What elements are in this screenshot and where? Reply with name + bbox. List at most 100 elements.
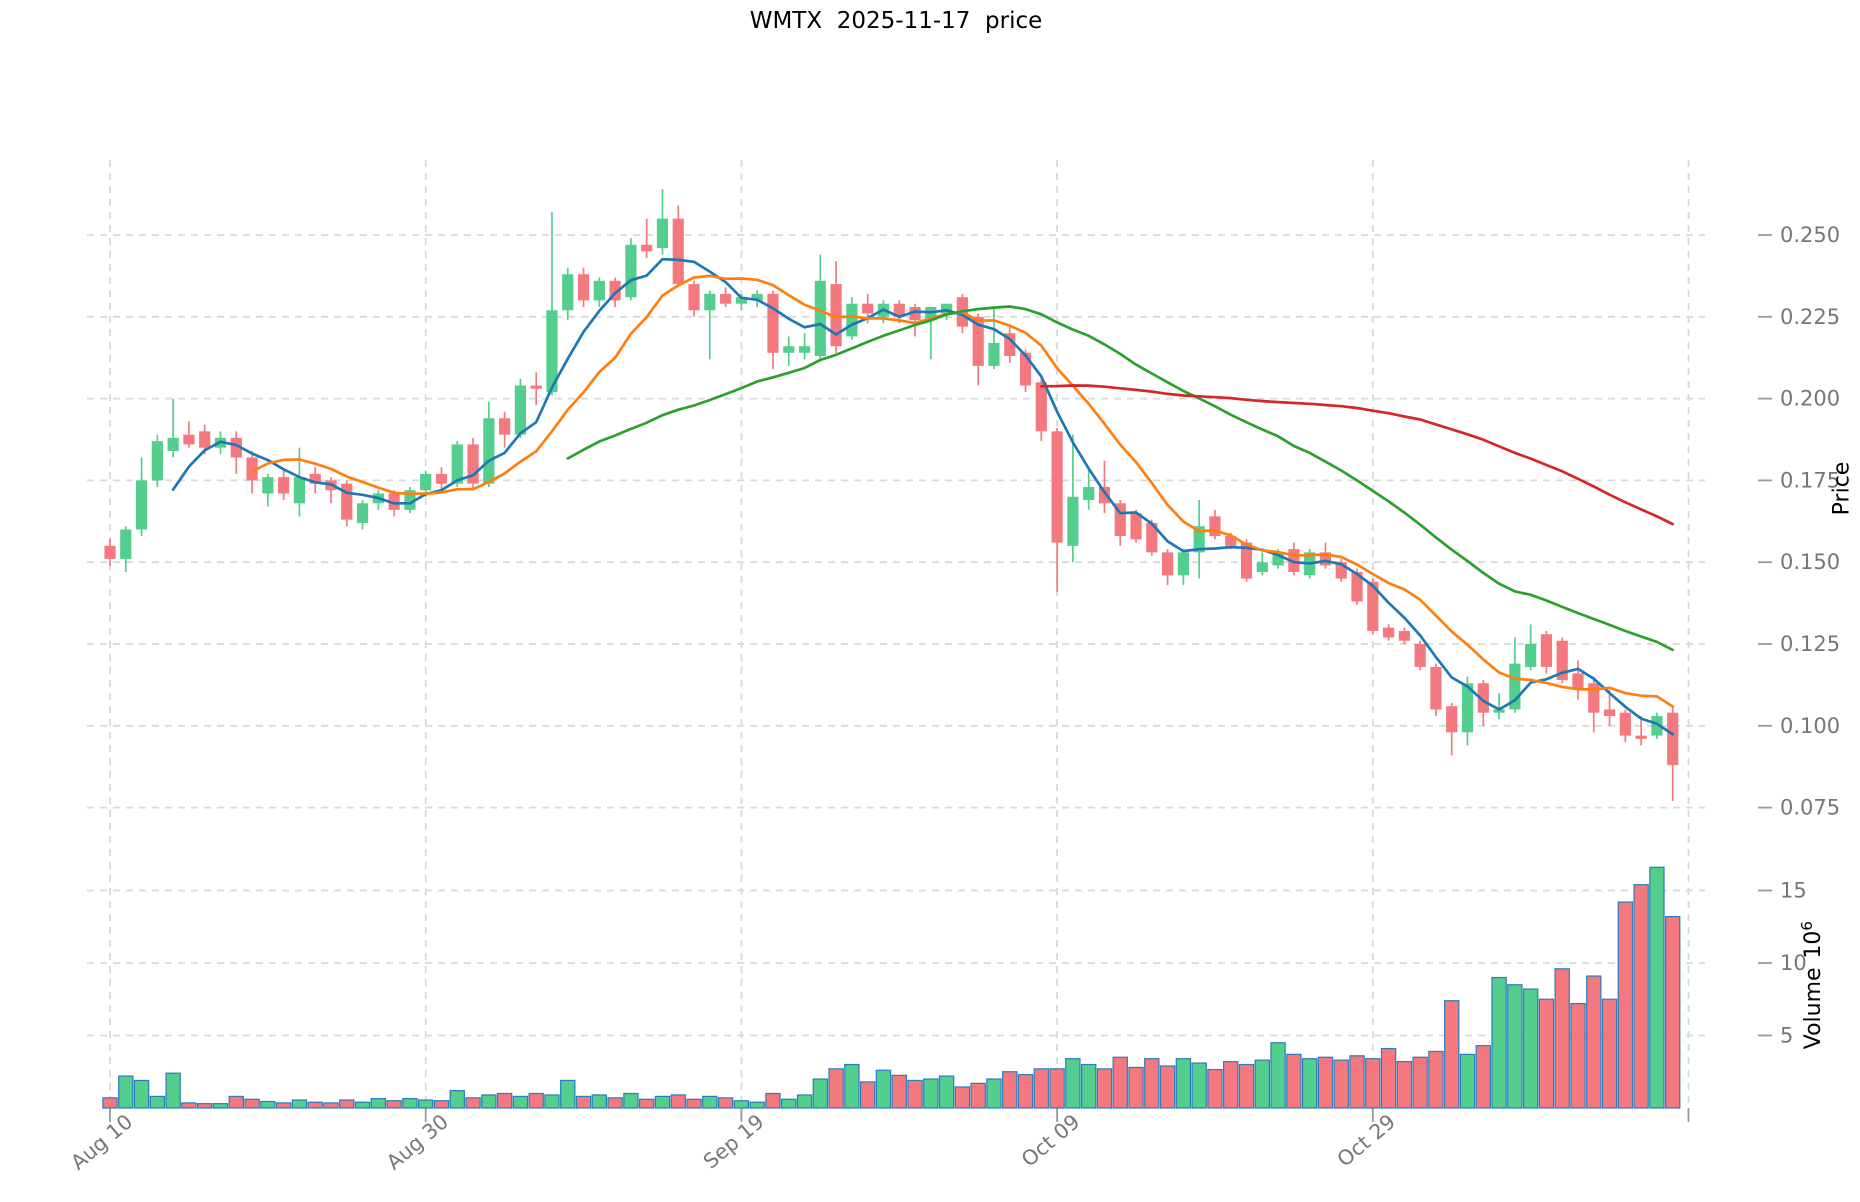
volume-bar: [449, 1089, 465, 1109]
candle-body-down: [1477, 683, 1489, 713]
volume-bar: [1033, 1068, 1050, 1109]
candle-body-down: [641, 244, 653, 252]
candle-body-up: [1193, 526, 1205, 553]
volume-tick-label: 5: [1780, 1024, 1793, 1048]
candle-body-down: [909, 306, 921, 321]
volume-bar: [1207, 1068, 1223, 1109]
volume-bar: [970, 1082, 986, 1109]
candle-body-up: [483, 418, 495, 484]
candle-body-up: [151, 441, 163, 481]
volume-bar: [1380, 1047, 1397, 1109]
candle-body-down: [1619, 712, 1631, 736]
candle-body-up: [1256, 562, 1268, 573]
candle-body-down: [1588, 683, 1600, 713]
volume-bar: [1491, 976, 1507, 1109]
volume-bar: [1002, 1071, 1018, 1109]
candle-body-down: [1161, 552, 1174, 576]
volume-bar: [1349, 1055, 1365, 1109]
volume-bar: [1507, 984, 1523, 1109]
volume-bar: [875, 1069, 892, 1109]
volume-bar: [1254, 1059, 1271, 1109]
volume-bar: [638, 1098, 655, 1109]
candle-body-down: [104, 545, 116, 559]
volume-bar: [954, 1086, 971, 1109]
candle-body-up: [451, 444, 463, 484]
volume-bar: [812, 1078, 829, 1109]
price-tick-label: 0.175: [1780, 468, 1840, 492]
price-tick-label: 0.225: [1780, 305, 1840, 329]
volume-tick-label: 10: [1780, 951, 1807, 975]
candle-body-down: [435, 473, 448, 484]
volume-bar: [1570, 1002, 1586, 1109]
x-tick-label: Oct 09: [1017, 1109, 1085, 1171]
candle-body-up: [988, 342, 1000, 366]
candle-body-up: [1461, 683, 1474, 733]
volume-bar: [1333, 1059, 1349, 1109]
candle-body-up: [167, 437, 179, 451]
candle-body-up: [562, 274, 574, 311]
candle-body-down: [246, 457, 258, 481]
price-tick-label: 0.150: [1780, 550, 1840, 574]
volume-bar: [102, 1097, 118, 1109]
volume-bar: [844, 1063, 860, 1109]
volume-bar: [402, 1097, 418, 1109]
volume-bar: [1538, 998, 1555, 1109]
volume-bar: [1522, 988, 1539, 1109]
candle-body-down: [1004, 333, 1016, 357]
volume-axis-exponent: 6: [1797, 921, 1816, 931]
candle-body-up: [798, 346, 811, 353]
candle-body-down: [309, 473, 321, 484]
volume-bar: [1601, 998, 1618, 1109]
volume-bar: [1144, 1058, 1160, 1109]
price-tick-label: 0.100: [1780, 714, 1840, 738]
candle-body-up: [735, 297, 747, 304]
volume-bar: [1286, 1053, 1302, 1109]
price-tick-label: 0.075: [1780, 796, 1840, 820]
candle-body-down: [1351, 572, 1363, 602]
volume-bar: [544, 1094, 560, 1109]
candle-body-up: [1067, 496, 1079, 546]
volume-bar: [591, 1094, 608, 1109]
candle-body-down: [1114, 503, 1126, 537]
volume-bar: [228, 1095, 244, 1109]
price-tick-label: 0.200: [1780, 387, 1840, 411]
candle-body-up: [593, 280, 605, 301]
candle-body-up: [941, 303, 953, 314]
candle-body-down: [1035, 382, 1047, 432]
candle-body-down: [720, 293, 732, 304]
volume-bar: [670, 1094, 686, 1109]
candle-body-down: [1098, 486, 1111, 504]
sma-5-line: [171, 257, 1675, 736]
volume-bar: [133, 1079, 150, 1109]
volume-bar: [1665, 915, 1681, 1109]
volume-bar: [1633, 884, 1649, 1109]
candle-body-down: [577, 274, 590, 301]
sma-30-line: [566, 305, 1675, 652]
volume-bar: [244, 1098, 260, 1109]
volume-bar: [1270, 1042, 1286, 1109]
candle-body-up: [1525, 644, 1537, 667]
volume-bar: [560, 1079, 576, 1109]
sma-10-line: [250, 274, 1675, 708]
volume-bar: [1412, 1056, 1428, 1109]
volume-bar: [1649, 866, 1665, 1109]
candle-body-down: [1430, 666, 1442, 710]
price-axis-label: Price: [1830, 419, 1855, 559]
candle-body-up: [1177, 552, 1189, 576]
candle-body-down: [972, 316, 984, 366]
candle-body-down: [1240, 542, 1253, 579]
volume-bar: [418, 1099, 434, 1109]
volume-bar: [512, 1095, 529, 1109]
candle-body-up: [1509, 663, 1521, 710]
volume-bar: [1428, 1050, 1444, 1109]
volume-bar: [260, 1100, 276, 1109]
price-tick-label: 0.125: [1780, 632, 1840, 656]
volume-bar: [181, 1102, 197, 1109]
volume-bar: [607, 1097, 623, 1109]
volume-bar: [1317, 1056, 1334, 1109]
candle-body-down: [1667, 712, 1679, 766]
candle-body-up: [135, 480, 148, 530]
volume-bar: [702, 1095, 718, 1109]
